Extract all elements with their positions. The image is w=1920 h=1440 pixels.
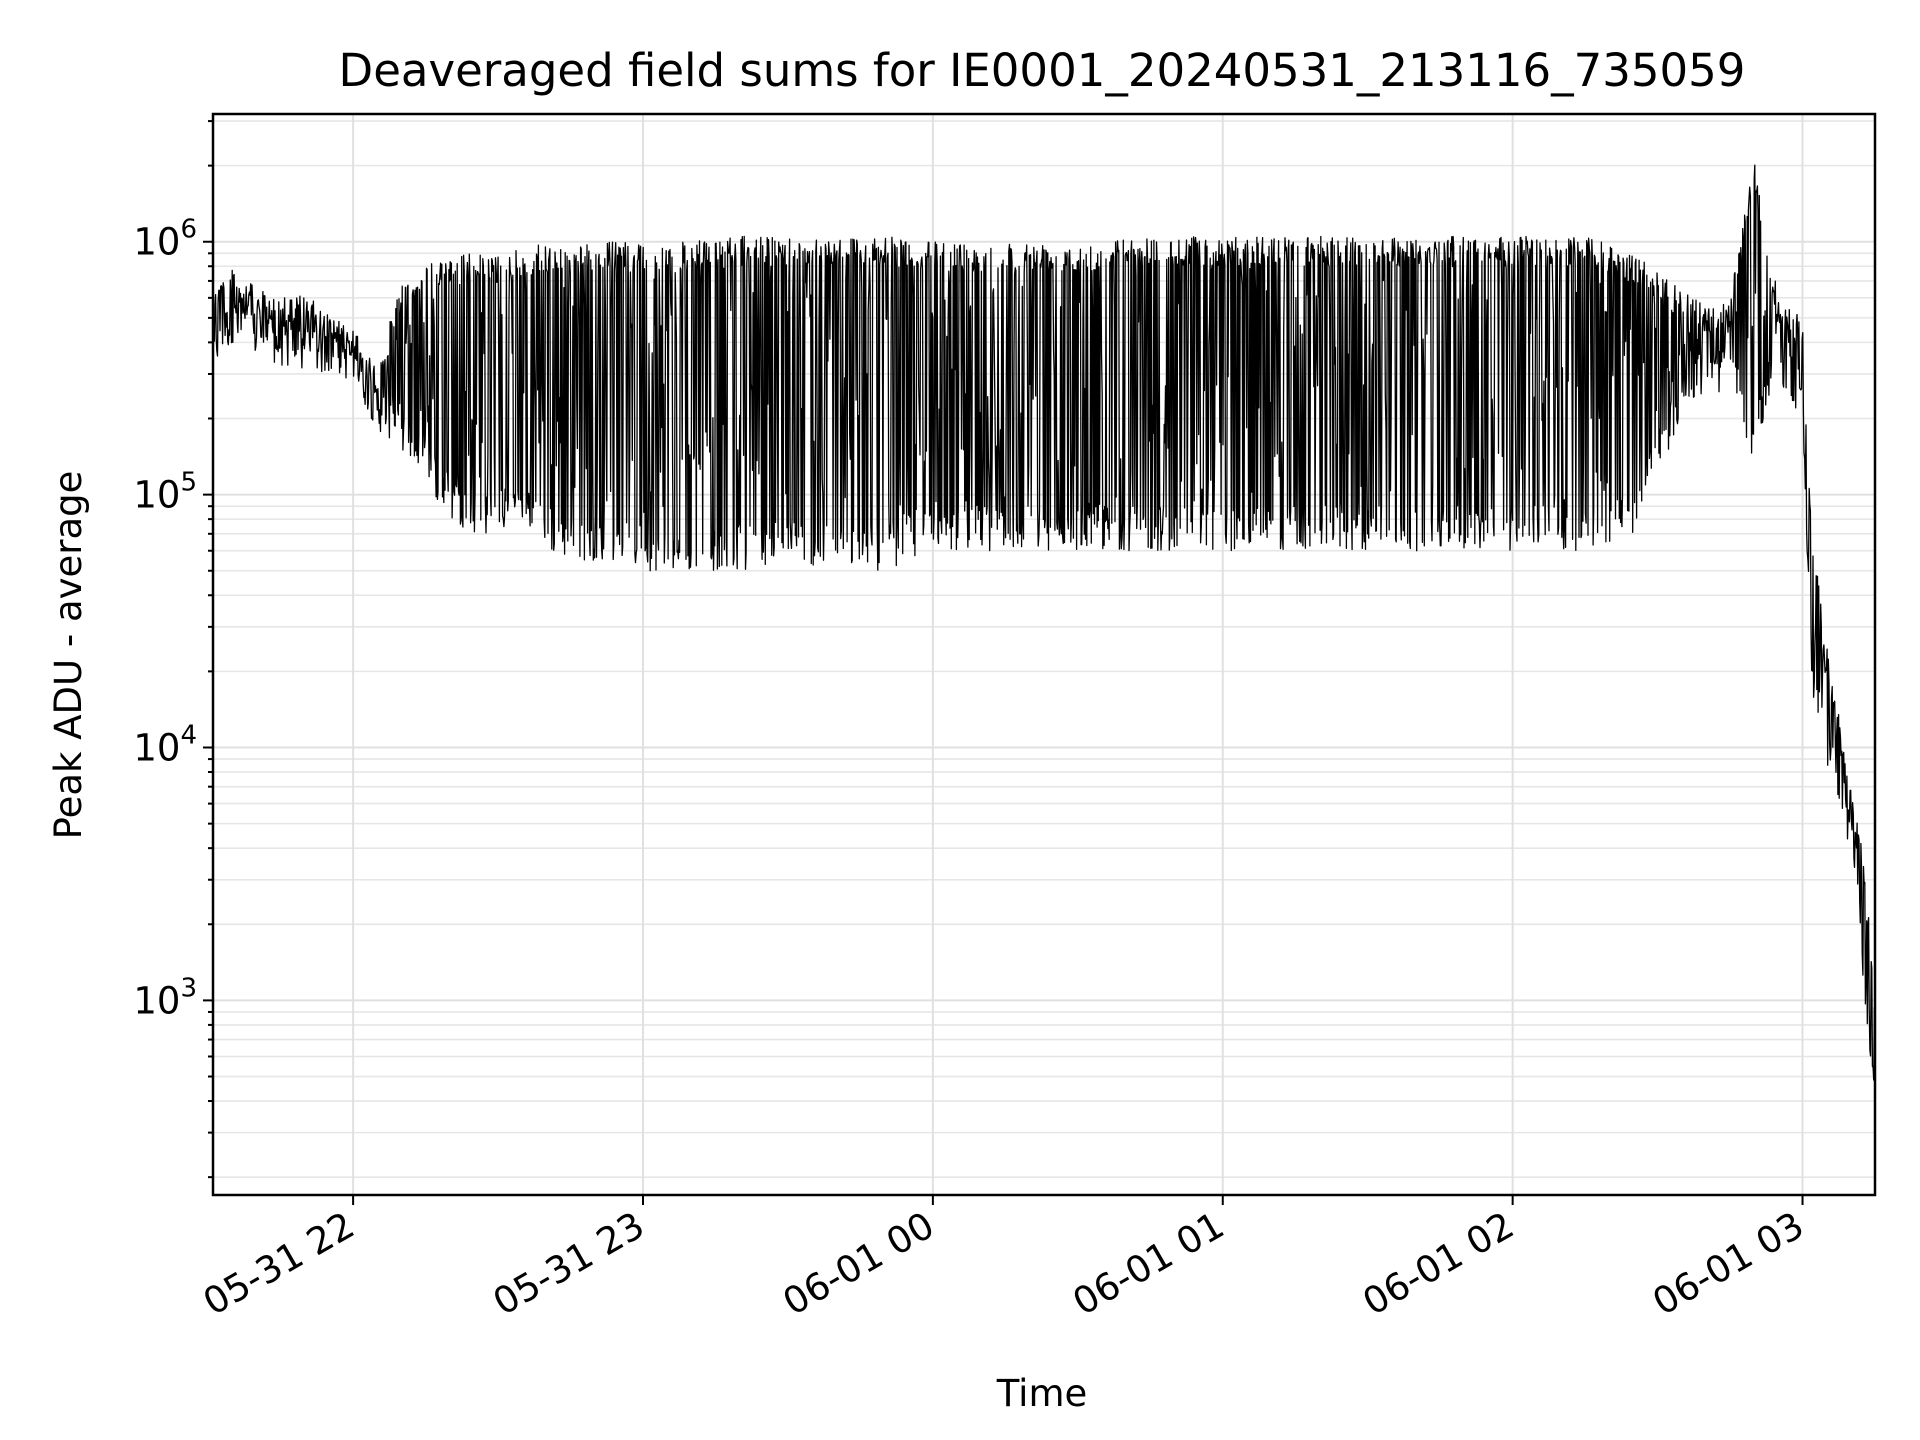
y-tick-label: 104 — [133, 721, 197, 770]
plot-frame — [211, 112, 1877, 1197]
y-tick-label: 105 — [133, 468, 197, 517]
y-axis: 103 104 105 106 — [133, 120, 213, 1179]
y-axis-label: Peak ADU - average — [47, 471, 90, 840]
series-line — [212, 164, 1876, 1113]
y-tick-label: 106 — [133, 215, 197, 264]
series-area — [212, 164, 1876, 1113]
chart-title: Deaveraged field sums for IE0001_2024053… — [339, 44, 1746, 97]
y-tick-label: 103 — [133, 973, 197, 1022]
x-axis-label: Time — [996, 1372, 1088, 1415]
